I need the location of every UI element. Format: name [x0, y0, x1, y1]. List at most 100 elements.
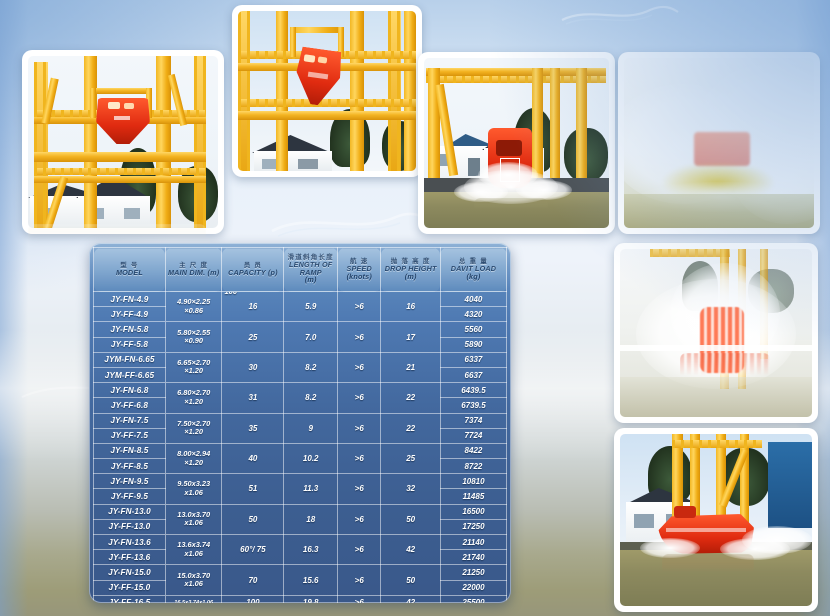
- cell-davit-load: 4320: [440, 306, 508, 323]
- cell-model: JYM-FF-6.65: [93, 367, 166, 384]
- dim-line-2: x1.06: [184, 518, 203, 528]
- cell-model: JYM-FN-6.65: [93, 352, 166, 368]
- dim-line-2: ×1.20: [184, 427, 203, 437]
- cell-capacity: 40: [221, 443, 285, 475]
- photo-davit-lifeboat-top: [232, 5, 422, 177]
- header-label-en: SPEED: [346, 263, 372, 273]
- cell-speed: >6: [337, 504, 382, 536]
- dim-line-1: 15.0x3.70: [177, 570, 211, 580]
- cell-davit-load: 5890: [440, 337, 508, 353]
- table-row: JY-FF-7.5 7724: [93, 428, 508, 444]
- cell-model: JY-FF-4.9: [93, 306, 166, 323]
- cell-davit-load: 5560: [440, 321, 508, 338]
- header-label-cn: 航 速: [350, 257, 369, 265]
- cell-main-dim: 6.80×2.70 ×1.20: [165, 382, 223, 414]
- dim-line-1: 5.80×2.55: [177, 327, 211, 337]
- cell-davit-load: 6739.5: [440, 397, 508, 414]
- cell-main-dim: 16.5x3.74x1.06: [165, 595, 223, 603]
- dim-line-2: x1.06: [184, 487, 203, 497]
- cell-speed: >6: [337, 382, 382, 414]
- cell-ramp-length: 18: [283, 504, 339, 536]
- table-row: JYM-FN-6.65 6.65×2.70 ×1.20 30 8.2 >6 21 6337: [93, 352, 508, 384]
- cell-model: JY-FF-6.8: [93, 397, 166, 414]
- cell-model: JY-FF-5.8: [93, 337, 166, 353]
- cell-davit-load: 21740: [440, 549, 508, 566]
- cell-model: JY-FN-6.8: [93, 382, 166, 399]
- cell-model: JY-FF-9.5: [93, 488, 166, 505]
- cell-davit-load: 25500: [440, 595, 508, 603]
- dim-line-2: ×0.86: [184, 305, 203, 315]
- header-label-cn: 主 尺 度: [179, 261, 209, 269]
- cell-ramp-length: 5.9: [283, 290, 339, 323]
- header-label-en: MODEL: [115, 267, 143, 277]
- cell-ramp-length: 10.2: [283, 443, 339, 475]
- cell-davit-load: 8422: [440, 443, 508, 460]
- lifeboat-specification-table: 型 号 MODEL 主 尺 度 MAIN DIM. (m) 员 员 CAPACITY (p…: [89, 243, 511, 603]
- cell-drop-height: 32: [380, 473, 441, 505]
- cell-model: JY-FF-7.5: [93, 428, 166, 444]
- cell-capacity: 60°/ 75: [221, 534, 285, 566]
- cell-drop-height: 22: [380, 413, 441, 444]
- photo-lifeboat-entry: [418, 52, 615, 234]
- photo-splash-plume: [614, 243, 818, 423]
- cell-davit-load: 7374: [440, 413, 508, 429]
- dim-line-1: 4.90×2.25: [177, 297, 211, 307]
- table-row: JY-FF-16.5 16.5x3.74x1.06 100 19.8 >6 42 25500: [93, 595, 508, 603]
- table-header-cell-6: 总 重 量 DAVIT LOAD (kg): [439, 247, 508, 292]
- cell-ramp-length: 19.8: [283, 595, 339, 603]
- cell-capacity: 30: [221, 352, 285, 384]
- dim-line-2: ×1.20: [184, 396, 203, 406]
- cell-capacity: 35: [221, 413, 285, 444]
- dim-line-1: 7.50×2.70: [177, 418, 211, 428]
- swoosh-ribbon-top: [561, 5, 679, 25]
- cell-model: JY-FN-4.9: [93, 290, 166, 308]
- table-row: JY-FF-15.0 22000: [93, 580, 508, 596]
- cell-capacity: 25: [221, 321, 285, 353]
- cell-model: JY-FF-15.0: [93, 580, 166, 596]
- cell-ramp-length: 9: [283, 413, 339, 444]
- header-label-en: DAVIT LOAD: [450, 263, 497, 273]
- cell-model: JY-FF-13.6: [93, 549, 166, 566]
- table-body: JY-FN-4.9 4.90×2.25 ×0.86 100 16 5.9 >6 16 4040 J…: [93, 290, 508, 603]
- cell-model: JY-FF-16.5: [93, 595, 166, 603]
- cell-davit-load: 11485: [440, 488, 508, 505]
- cell-model: JY-FN-13.6: [93, 534, 166, 551]
- table-row: JY-FF-13.0 17250: [93, 519, 508, 536]
- cell-davit-load: 6337: [440, 352, 508, 368]
- dim-line-2: x1.06: [184, 579, 203, 589]
- header-label-cn: 型 号: [120, 261, 139, 269]
- cell-speed: >6: [337, 564, 382, 596]
- cell-model: JY-FN-8.5: [93, 443, 166, 460]
- header-label-en: LENGTH OF RAMP: [289, 259, 333, 277]
- table-row: JY-FN-9.5 9.50x3.23 x1.06 51 11.3 >6 32 10810: [93, 473, 508, 505]
- photo-lifeboat-surfaced: [614, 428, 818, 612]
- cell-main-dim: 8.00×2.94 ×1.20: [165, 443, 223, 475]
- table-row: JY-FN-4.9 4.90×2.25 ×0.86 100 16 5.9 >6 16 4040: [93, 290, 508, 323]
- table-row: JY-FN-15.0 15.0x3.70 x1.06 70 15.6 >6 50 21250: [93, 564, 508, 596]
- cell-capacity: 50: [221, 504, 285, 536]
- cell-model: JY-FN-5.8: [93, 321, 166, 338]
- dim-line-2: ×1.20: [184, 366, 203, 376]
- cell-main-dim: 7.50×2.70 ×1.20: [165, 413, 223, 444]
- table-row: JY-FF-13.6 21740: [93, 549, 508, 566]
- header-label-unit: (kg): [466, 271, 481, 281]
- cell-davit-load: 8722: [440, 458, 508, 475]
- dim-line-2: ×1.20: [184, 457, 203, 467]
- header-label-cn: 滑道斜角长度: [287, 253, 334, 261]
- stray-overlap-text: 100: [224, 291, 238, 296]
- cell-speed: >6: [337, 413, 382, 444]
- cell-davit-load: 4040: [440, 290, 508, 308]
- cell-speed: >6: [337, 352, 382, 384]
- dim-line-1: 9.50x3.23: [177, 479, 211, 489]
- header-label-en: MAIN DIM. (m): [167, 267, 220, 277]
- photo-splash-mist: [618, 52, 820, 234]
- cell-model: JY-FN-7.5: [93, 413, 166, 429]
- cell-capacity: 70: [221, 564, 285, 596]
- table-header-cell-2: 员 员 CAPACITY (p): [221, 247, 285, 292]
- table-row: JYM-FF-6.65 6637: [93, 367, 508, 384]
- cell-davit-load: 6637: [440, 367, 508, 384]
- header-label-unit: (m): [404, 271, 417, 281]
- cell-speed: >6: [337, 473, 382, 505]
- cell-speed: >6: [337, 595, 382, 603]
